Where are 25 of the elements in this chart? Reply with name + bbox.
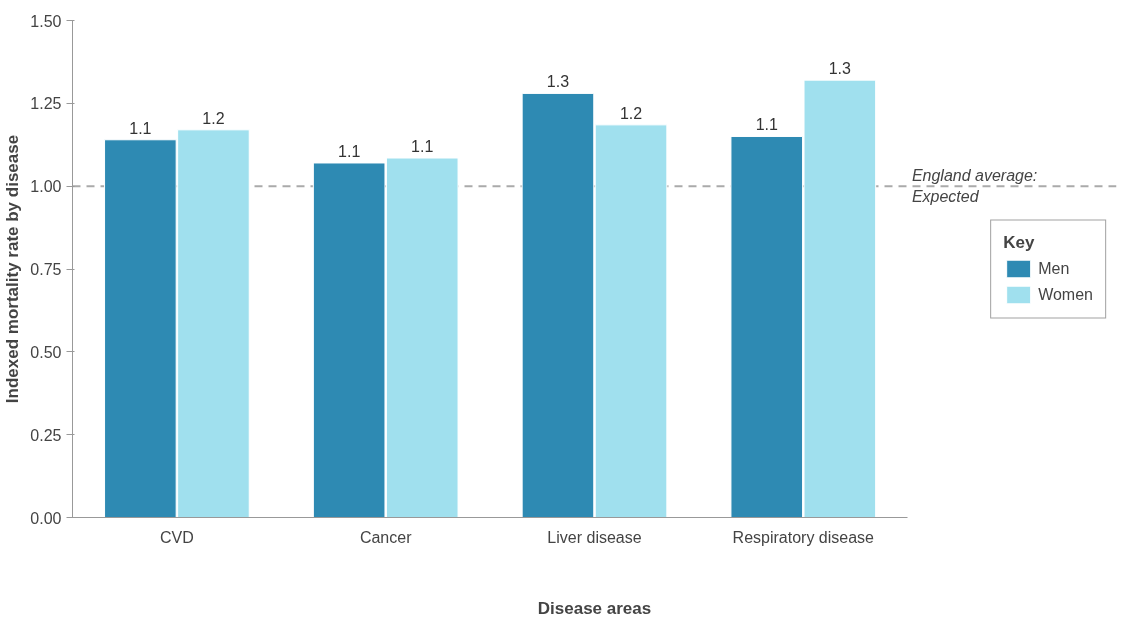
y-tick-label: 0.50 [30,343,62,361]
legend-title: Key [1003,232,1036,252]
legend-label: Women [1038,285,1093,303]
data-label: 1.2 [202,109,225,127]
y-tick-label: 1.00 [30,178,62,196]
y-tick-label: 0.25 [30,426,62,444]
legend-label: Men [1038,259,1070,277]
x-tick-label: Liver disease [547,528,642,546]
y-tick-label: 1.25 [30,95,62,113]
y-tick-label: 1.50 [30,12,62,30]
x-tick-label: Respiratory disease [732,528,875,546]
x-tick-label: Cancer [359,528,413,546]
x-tick-label: CVD [160,528,194,546]
y-tick-label: 0.00 [30,509,62,527]
data-label: 1.2 [619,104,643,122]
y-axis-title: Indexed mortality rate by disease [3,134,23,404]
y-tick-label: 0.75 [30,261,62,278]
data-label: 1.1 [129,119,152,137]
x-axis-title: Disease areas [537,598,652,618]
ref-line-label: England average: Expected [911,167,1038,205]
data-label: 1.1 [338,142,361,160]
data-label: 1.3 [546,73,570,91]
data-label: 1.3 [828,60,852,78]
data-label: 1.1 [755,116,778,134]
data-label: 1.1 [411,138,434,155]
